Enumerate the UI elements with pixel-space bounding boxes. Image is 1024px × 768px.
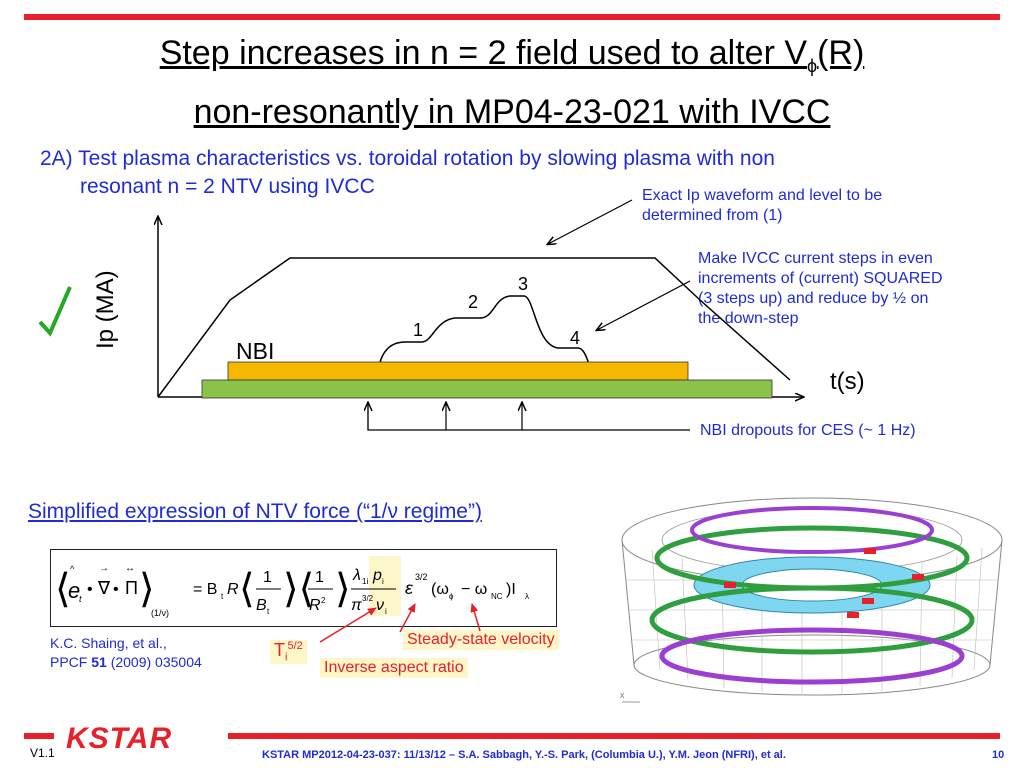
svg-text:∇: ∇ bbox=[97, 578, 111, 598]
bottom-red-bar-left bbox=[24, 733, 54, 739]
top-red-bar bbox=[24, 14, 1000, 20]
svg-text:⟩: ⟩ bbox=[335, 567, 351, 611]
svg-text:π: π bbox=[351, 597, 362, 614]
svg-text:)I: )I bbox=[506, 581, 516, 598]
item-2a: 2A) Test plasma characteristics vs. toro… bbox=[40, 147, 775, 198]
svg-text:↔: ↔ bbox=[125, 563, 135, 574]
step-4-label: 4 bbox=[570, 328, 580, 348]
svg-text:λ: λ bbox=[525, 592, 529, 601]
svg-text:3/2: 3/2 bbox=[362, 594, 374, 603]
bottom-red-bar bbox=[228, 733, 1000, 739]
svg-text:NC: NC bbox=[491, 592, 503, 601]
nbi-green-bar bbox=[201, 379, 773, 399]
svg-text:e: e bbox=[68, 578, 80, 603]
svg-text:1i: 1i bbox=[362, 577, 368, 586]
svg-text:t: t bbox=[79, 594, 82, 604]
ivcc-arrow bbox=[597, 280, 691, 330]
ntv-heading: Simplified expression of NTV force (“1/ν… bbox=[28, 500, 482, 523]
svg-text:^: ^ bbox=[70, 564, 75, 574]
exact-ip-arrow bbox=[548, 199, 633, 244]
svg-text:R: R bbox=[227, 581, 239, 598]
svg-text:3/2: 3/2 bbox=[415, 572, 428, 582]
note-exact-ip: Exact Ip waveform and level to be determ… bbox=[642, 187, 883, 224]
ntv-equation: ⟨ ^ e t • → ∇ • ↔ Π ⟩ (1/ν) = B t R ⟨ 1 … bbox=[50, 549, 557, 627]
svg-text:⟨: ⟨ bbox=[55, 567, 71, 611]
ivcc-step-curve bbox=[375, 295, 605, 398]
step-2-label: 2 bbox=[468, 292, 478, 312]
waveform-diagram: Ip (MA) t(s) NBI 1 2 3 4 bbox=[38, 199, 865, 431]
svg-text:(ω: (ω bbox=[431, 581, 449, 598]
svg-text:ν: ν bbox=[376, 597, 384, 614]
step-1-label: 1 bbox=[413, 320, 423, 340]
svg-text:ϕ: ϕ bbox=[449, 592, 454, 601]
reference: K.C. Shaing, et al., PPCF 51 (2009) 0350… bbox=[50, 635, 202, 670]
svg-text:t: t bbox=[267, 607, 270, 616]
dropout-bracket bbox=[367, 405, 690, 431]
note-nbi-dropouts: NBI dropouts for CES (~ 1 Hz) bbox=[700, 422, 916, 439]
nbi-label: NBI bbox=[236, 338, 274, 364]
svg-text:1: 1 bbox=[263, 569, 272, 586]
svg-text:→: → bbox=[99, 563, 109, 574]
check-icon bbox=[38, 286, 72, 337]
note-ivcc-steps: Make IVCC current steps in even incremen… bbox=[698, 250, 943, 327]
svg-text:•: • bbox=[87, 581, 93, 598]
steady-state-label: Steady-state velocity bbox=[403, 630, 559, 650]
footer-credit: KSTAR MP2012-04-23-037: 11/13/12 – S.A. … bbox=[262, 749, 786, 761]
version-label: V1.1 bbox=[30, 746, 55, 760]
equation-arrows bbox=[319, 603, 481, 643]
svg-text:Π: Π bbox=[125, 578, 138, 598]
page-number: 10 bbox=[992, 749, 1005, 761]
svg-text:i: i bbox=[385, 607, 387, 616]
svg-text:i: i bbox=[382, 577, 384, 586]
inverse-aspect-label: Inverse aspect ratio bbox=[320, 658, 468, 678]
ip-waveform bbox=[157, 257, 791, 398]
svg-text:⟨: ⟨ bbox=[239, 567, 255, 611]
page-title: Step increases in n = 2 field used to al… bbox=[159, 34, 865, 131]
svg-text:λ: λ bbox=[352, 567, 361, 584]
svg-text:2: 2 bbox=[321, 596, 326, 605]
svg-text:t: t bbox=[221, 592, 224, 601]
ti-label: Ti5/2 bbox=[270, 640, 307, 664]
step-3-label: 3 bbox=[518, 274, 528, 294]
ip-axis-label: Ip (MA) bbox=[92, 270, 119, 349]
svg-text:x: x bbox=[620, 690, 625, 700]
time-axis-label: t(s) bbox=[830, 368, 865, 395]
svg-text:R: R bbox=[309, 597, 321, 614]
kstar-logo: KSTAR bbox=[66, 722, 173, 755]
svg-text:− ω: − ω bbox=[461, 581, 487, 598]
svg-text:= B: = B bbox=[193, 581, 217, 598]
svg-text:B: B bbox=[256, 597, 267, 614]
svg-text:(1/ν): (1/ν) bbox=[151, 608, 169, 618]
svg-text:•: • bbox=[113, 581, 119, 598]
svg-text:ε: ε bbox=[405, 578, 414, 598]
svg-text:p: p bbox=[372, 567, 382, 584]
tokamak-wireframe-image: x bbox=[620, 497, 1003, 703]
svg-text:⟩: ⟩ bbox=[139, 567, 155, 611]
nbi-orange-bar bbox=[227, 361, 689, 381]
svg-text:1: 1 bbox=[315, 569, 324, 586]
